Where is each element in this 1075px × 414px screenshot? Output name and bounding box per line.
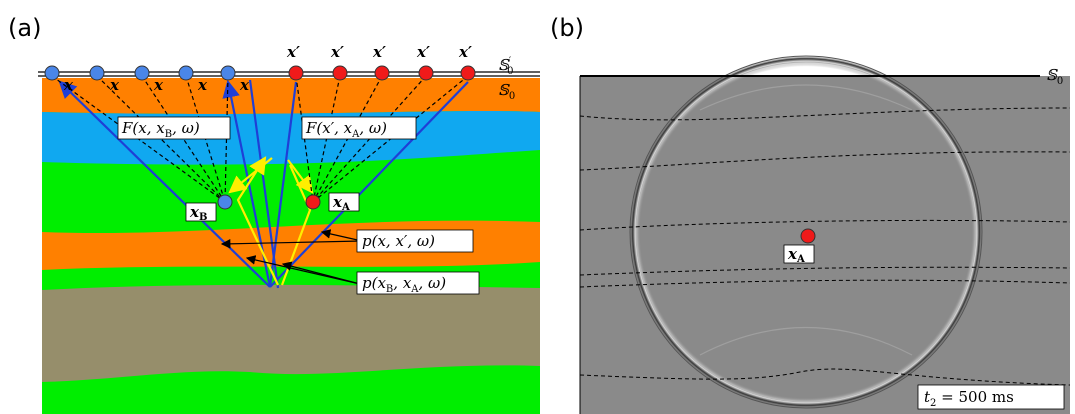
shape — [287, 159, 314, 194]
surface-label: 𝕊0 — [1046, 66, 1063, 87]
point-label: xB — [189, 203, 207, 223]
label-part: x′ — [372, 43, 386, 61]
p-label: p(xB, xA, ω) — [362, 274, 446, 295]
green-function-label: F(x′, xA, ω) — [305, 119, 387, 140]
label-part: B — [165, 129, 172, 140]
label-part: 𝕊 — [1046, 66, 1058, 84]
rays — [58, 79, 469, 289]
label-part: B — [199, 212, 207, 223]
shape — [374, 65, 390, 81]
label-part: x — [787, 245, 798, 263]
label-part: A — [410, 284, 419, 295]
label-part: p(x — [362, 274, 386, 292]
label-part: B — [386, 284, 393, 295]
label-part: ′ — [509, 56, 512, 67]
shape — [579, 151, 1071, 171]
label-part: 2 — [930, 398, 936, 409]
panel-label: (b) — [550, 14, 584, 42]
label-part: x — [153, 76, 164, 94]
shape — [96, 75, 226, 203]
arrows — [220, 229, 363, 285]
receivers — [44, 65, 476, 210]
shape — [269, 81, 469, 288]
label-part: 𝕊 — [498, 81, 510, 99]
shape — [629, 55, 983, 409]
label-part: t — [924, 388, 931, 406]
shape — [356, 271, 480, 295]
label-part: = 500 ms — [936, 388, 1013, 406]
shape — [579, 279, 1071, 288]
surface-label: 𝕊0 — [498, 81, 515, 102]
shape — [217, 194, 233, 210]
shape — [301, 116, 417, 140]
shape — [42, 284, 540, 382]
label-part: 0 — [507, 66, 513, 77]
label-part: x′ — [286, 43, 300, 61]
shape — [320, 229, 363, 242]
label-part: , ω) — [172, 119, 200, 137]
shape — [220, 65, 236, 81]
point-label: xA — [787, 245, 805, 265]
source-point — [800, 228, 816, 244]
shape — [178, 65, 194, 81]
shape — [917, 384, 1065, 410]
shape — [635, 61, 977, 403]
label-part: 0 — [1057, 76, 1063, 87]
shape — [58, 80, 271, 288]
label-part: F(x′, x — [305, 119, 353, 137]
shape — [579, 219, 1071, 231]
shape — [134, 65, 150, 81]
shape — [44, 65, 60, 81]
shape — [579, 107, 1071, 121]
shape — [228, 157, 273, 194]
label-part: A — [341, 202, 350, 213]
green-function-label: F(x, xB, ω) — [121, 119, 200, 140]
p-label: p(x, x′, ω) — [362, 232, 435, 250]
shape — [356, 229, 474, 253]
label-part: A — [351, 129, 360, 140]
point-label: xA — [332, 193, 350, 213]
label-part: , ω) — [419, 274, 447, 292]
label-part: x — [109, 76, 120, 94]
label-part: x — [63, 76, 74, 94]
shape — [281, 261, 361, 285]
shape — [460, 65, 476, 81]
interfaces — [579, 107, 1071, 386]
label-part: A — [796, 254, 805, 265]
wavefield — [580, 55, 1070, 414]
shape — [579, 368, 1071, 386]
surface-label: 𝕊′ 0 — [498, 56, 514, 77]
label-part: x′ — [458, 43, 472, 61]
shape — [89, 65, 105, 81]
shape — [699, 84, 913, 356]
label-part: x′ — [416, 43, 430, 61]
label-part: x — [239, 76, 250, 94]
shape — [579, 266, 1071, 276]
shape — [332, 65, 348, 81]
time-label: t2 = 500 ms — [924, 388, 1014, 409]
label-part: x′ — [330, 43, 344, 61]
receiver-labels: x x x x x x′ x′ x′ x′ x′ — [63, 43, 472, 94]
label-part: , x — [393, 274, 412, 292]
shape — [418, 65, 434, 81]
label-part: 𝕊 — [498, 56, 510, 74]
shape — [328, 192, 360, 212]
label-part: 0 — [509, 91, 515, 102]
label-part: F(x, x — [121, 119, 165, 137]
label-part: x — [197, 76, 208, 94]
panel-label: (a) — [8, 14, 41, 42]
label-part: x — [332, 193, 343, 211]
label-part: , ω) — [359, 119, 387, 137]
label-part: x — [189, 203, 200, 221]
shape — [248, 79, 280, 289]
shape — [220, 239, 363, 249]
shape — [305, 194, 321, 210]
shape — [288, 65, 304, 81]
shape — [117, 116, 231, 140]
shape — [783, 244, 815, 264]
shape — [185, 202, 217, 222]
